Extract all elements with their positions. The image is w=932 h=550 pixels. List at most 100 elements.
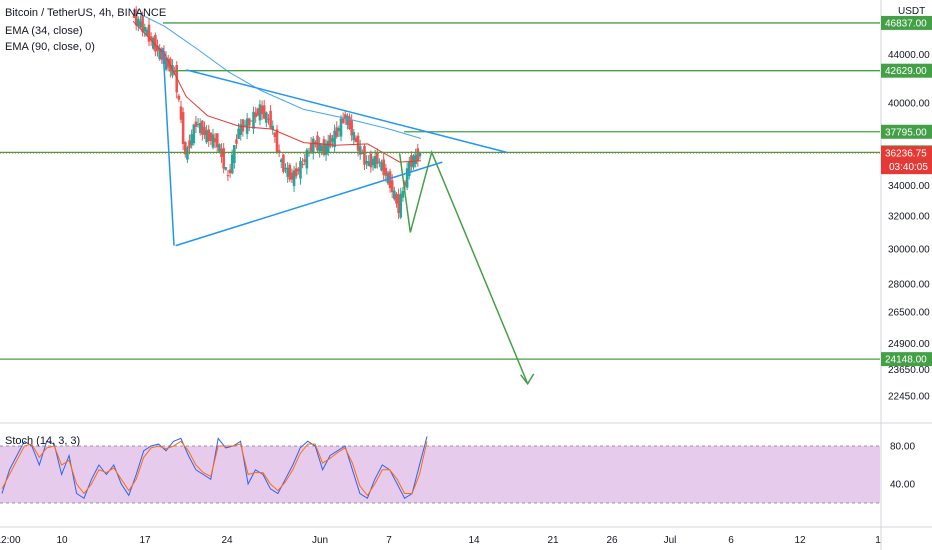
candle-body: [275, 129, 279, 153]
currency-label: USDT: [898, 6, 925, 17]
candle-body: [215, 133, 219, 148]
candle-body: [337, 128, 341, 132]
y-tick-label: 24900.00: [888, 339, 930, 350]
candle-body: [416, 148, 420, 161]
candle-body: [395, 193, 398, 204]
x-tick-label: 10: [56, 535, 68, 546]
ema34-legend[interactable]: EMA (34, close): [5, 25, 83, 37]
candle-body: [233, 145, 236, 164]
candle-body: [339, 118, 343, 137]
y-tick-label: 26500.00: [888, 307, 930, 318]
candle-body: [160, 48, 164, 60]
stoch-legend[interactable]: Stoch (14, 3, 3): [5, 435, 81, 447]
x-tick-label: 17: [139, 535, 151, 546]
candle-body: [205, 130, 208, 143]
candle-body: [273, 132, 277, 138]
candle-body: [343, 114, 347, 120]
candle-body: [235, 139, 238, 144]
candle-body: [297, 168, 300, 172]
candle-body: [382, 159, 385, 175]
candle-body: [245, 118, 249, 134]
level-badge-text: 24148.00: [885, 355, 927, 366]
candle-body: [318, 143, 321, 152]
candle-body: [316, 135, 319, 151]
candle-body: [356, 135, 360, 151]
candle-body: [277, 150, 281, 153]
candle-body: [132, 15, 136, 18]
candle-body: [378, 161, 381, 163]
stoch-y-tick-label: 40.00: [890, 480, 915, 491]
candle-body: [222, 148, 225, 169]
x-tick-label: 1: [875, 535, 881, 546]
stoch-band: [0, 446, 880, 503]
candle-body: [137, 18, 140, 26]
candle-body: [418, 152, 422, 157]
candle-body: [326, 140, 330, 152]
y-tick-label: 32000.00: [888, 212, 930, 223]
y-tick-label: 40000.00: [888, 99, 930, 110]
candle-body: [311, 138, 315, 154]
last-price-text: 36236.75: [885, 149, 927, 160]
ema34-line: [132, 20, 422, 163]
candle-body: [303, 159, 307, 162]
candle-body: [247, 118, 251, 126]
level-badge: [881, 15, 932, 30]
candle-body: [151, 38, 155, 49]
candle-body: [286, 167, 289, 177]
candle-body: [350, 120, 353, 136]
candle-body: [207, 129, 211, 141]
candle-body: [224, 167, 228, 170]
level-badge-text: 37795.00: [885, 127, 927, 138]
candle-body: [186, 147, 189, 160]
candle-body: [397, 194, 400, 213]
candle-body: [401, 190, 405, 198]
projection-path[interactable]: [398, 149, 529, 385]
y-tick-label: 30000.00: [888, 245, 930, 256]
candle-body: [147, 24, 151, 42]
candle-body: [156, 45, 159, 51]
candle-body: [386, 172, 390, 184]
candle-body: [354, 137, 358, 143]
candle-body: [194, 121, 198, 127]
x-tick-label: 14: [468, 535, 480, 546]
symbol-title[interactable]: Bitcoin / TetherUS, 4h, BINANCE: [5, 7, 167, 19]
candle-body: [218, 144, 221, 152]
candle-body: [399, 193, 403, 218]
candle-body: [346, 115, 349, 125]
candle-body: [250, 120, 253, 122]
candle-body: [290, 172, 294, 180]
candle-body: [367, 161, 371, 167]
candle-body: [143, 26, 147, 32]
candle-body: [299, 160, 302, 179]
triangle-upper-trendline[interactable]: [186, 69, 507, 153]
stoch-d-line: [1, 440, 428, 497]
y-tick-label: 23650.00: [888, 365, 930, 376]
candle-body: [405, 168, 409, 188]
candle-body: [369, 153, 373, 168]
candle-body: [201, 120, 204, 135]
candle-body: [243, 125, 247, 127]
candle-body: [139, 21, 142, 28]
triangle-lower-trendline[interactable]: [175, 161, 443, 247]
candle-body: [361, 152, 364, 155]
triangle-left-edge[interactable]: [162, 47, 175, 246]
candle-body: [358, 146, 362, 155]
candle-body: [320, 145, 324, 152]
x-tick-label: 7: [386, 535, 392, 546]
candle-body: [258, 104, 262, 121]
candle-body: [260, 105, 264, 115]
candle-body: [166, 58, 170, 68]
candle-body: [154, 35, 157, 52]
candle-body: [181, 112, 185, 144]
candle-body: [380, 162, 383, 171]
ema90-legend[interactable]: EMA (90, close, 0): [5, 41, 95, 53]
candle-body: [341, 118, 345, 123]
candle-body: [164, 57, 168, 70]
x-tick-label: 21: [547, 535, 559, 546]
candle-body: [188, 140, 191, 149]
candle-body: [192, 124, 196, 144]
x-tick-label: 6: [728, 535, 734, 546]
candle-body: [269, 110, 272, 128]
